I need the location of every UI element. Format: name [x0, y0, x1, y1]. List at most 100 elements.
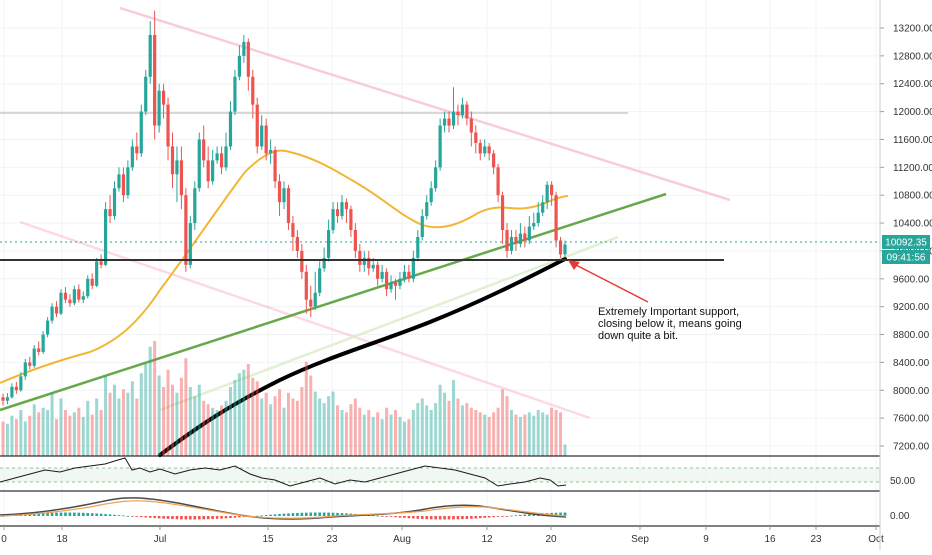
- time-tick-label: 16: [764, 534, 776, 545]
- macd-bar: [371, 515, 375, 517]
- candle-body: [202, 139, 206, 161]
- candle-body: [500, 195, 505, 231]
- candle-body: [242, 41, 246, 56]
- candle-body: [393, 282, 398, 286]
- candle-body: [179, 160, 184, 196]
- volume-bar: [86, 400, 90, 456]
- candle-body: [286, 188, 291, 224]
- volume-bar: [162, 387, 166, 456]
- volume-bar: [478, 412, 482, 456]
- macd-bar: [269, 514, 272, 516]
- candle-body: [309, 299, 313, 307]
- candle-body: [282, 188, 286, 203]
- macd-bar: [447, 516, 451, 520]
- macd-bar: [215, 516, 219, 519]
- volume-bar: [278, 389, 282, 456]
- price-tick-label: 8000.00: [893, 386, 930, 397]
- macd-bar: [470, 516, 473, 519]
- macd-bar: [492, 516, 495, 518]
- candle-body: [170, 146, 175, 175]
- macd-bar: [273, 514, 277, 516]
- volume-bar: [144, 364, 148, 456]
- macd-bar: [519, 514, 522, 516]
- candle-body: [219, 153, 224, 168]
- macd-bar: [95, 513, 98, 516]
- volume-bar: [291, 398, 295, 456]
- macd-bar: [474, 516, 478, 519]
- volume-bar: [496, 407, 500, 456]
- countdown-badge: [882, 250, 930, 264]
- price-tick-label: 12400.00: [893, 79, 932, 90]
- price-axis: 13200.00 12800.00 12400.00 12000.00 11600.00…: [880, 24, 932, 453]
- time-tick-label: Oct: [868, 534, 884, 545]
- macd-bar: [224, 516, 228, 519]
- macd-bar: [68, 512, 72, 516]
- candle-body: [380, 271, 384, 279]
- current-price-label: 10092.35: [885, 238, 927, 249]
- time-tick-label: 0: [1, 534, 7, 545]
- volume-bar: [541, 412, 545, 456]
- volume-bar: [304, 361, 308, 456]
- macd-bar: [117, 515, 121, 516]
- macd-bar: [505, 516, 509, 517]
- price-tick-label: 8800.00: [893, 330, 930, 341]
- volume-bar: [166, 369, 170, 456]
- candle-body: [10, 386, 14, 398]
- candle-body: [233, 76, 237, 112]
- candle-body: [50, 306, 54, 321]
- volume-bar: [389, 414, 393, 456]
- volume-bar: [242, 369, 246, 456]
- macd-bar: [376, 515, 379, 517]
- volume-bar: [215, 410, 219, 456]
- macd-bar: [563, 512, 567, 516]
- macd-bar: [327, 512, 330, 516]
- candle-body: [411, 257, 415, 279]
- volume-bar: [72, 412, 76, 456]
- candle-body: [117, 174, 121, 189]
- macd-bar: [220, 516, 223, 519]
- volume-bar: [438, 384, 442, 456]
- candle-body: [5, 397, 10, 401]
- volume-bar: [559, 412, 563, 456]
- candle-body: [193, 188, 197, 224]
- candle-body: [135, 146, 139, 154]
- macd-bar: [64, 512, 67, 516]
- macd-bar: [429, 516, 433, 520]
- candle-body: [264, 125, 268, 154]
- candle-body: [456, 111, 460, 116]
- volume-bar: [211, 407, 215, 456]
- volume-bar: [19, 410, 23, 456]
- volume-bar: [416, 403, 420, 456]
- price-tick-label: 13200.00: [893, 24, 932, 35]
- macd-bar: [532, 513, 536, 516]
- volume-bar: [447, 400, 451, 456]
- volume-bar: [509, 410, 513, 456]
- volume-bar: [514, 414, 518, 456]
- candle-body: [273, 149, 277, 182]
- macd-bar: [331, 512, 335, 516]
- time-axis: 0 18 Jul 15 23 Aug 12 20 Sep 9 16 23 Oct: [1, 526, 884, 545]
- macd-level-label: 0.00: [890, 511, 910, 522]
- candle-body: [478, 142, 482, 154]
- volume-bar: [443, 392, 447, 456]
- candle-body: [246, 41, 250, 77]
- candle-body: [563, 244, 567, 255]
- faint-support-line: [159, 235, 619, 412]
- candle-body: [505, 230, 509, 251]
- candle-body: [54, 306, 59, 314]
- volume-bar: [255, 381, 259, 456]
- candle-body: [86, 278, 90, 297]
- candle-body: [81, 296, 85, 300]
- macd-bar: [153, 516, 156, 519]
- macd-bar: [32, 513, 36, 516]
- macd-bar: [229, 516, 232, 519]
- volume-bar: [63, 410, 67, 456]
- macd-bar: [345, 513, 348, 516]
- volume-bar: [411, 410, 415, 456]
- candle-body: [14, 386, 18, 391]
- time-tick-label: Sep: [631, 534, 649, 545]
- macd-bar: [313, 512, 317, 516]
- macd-bar: [403, 516, 406, 518]
